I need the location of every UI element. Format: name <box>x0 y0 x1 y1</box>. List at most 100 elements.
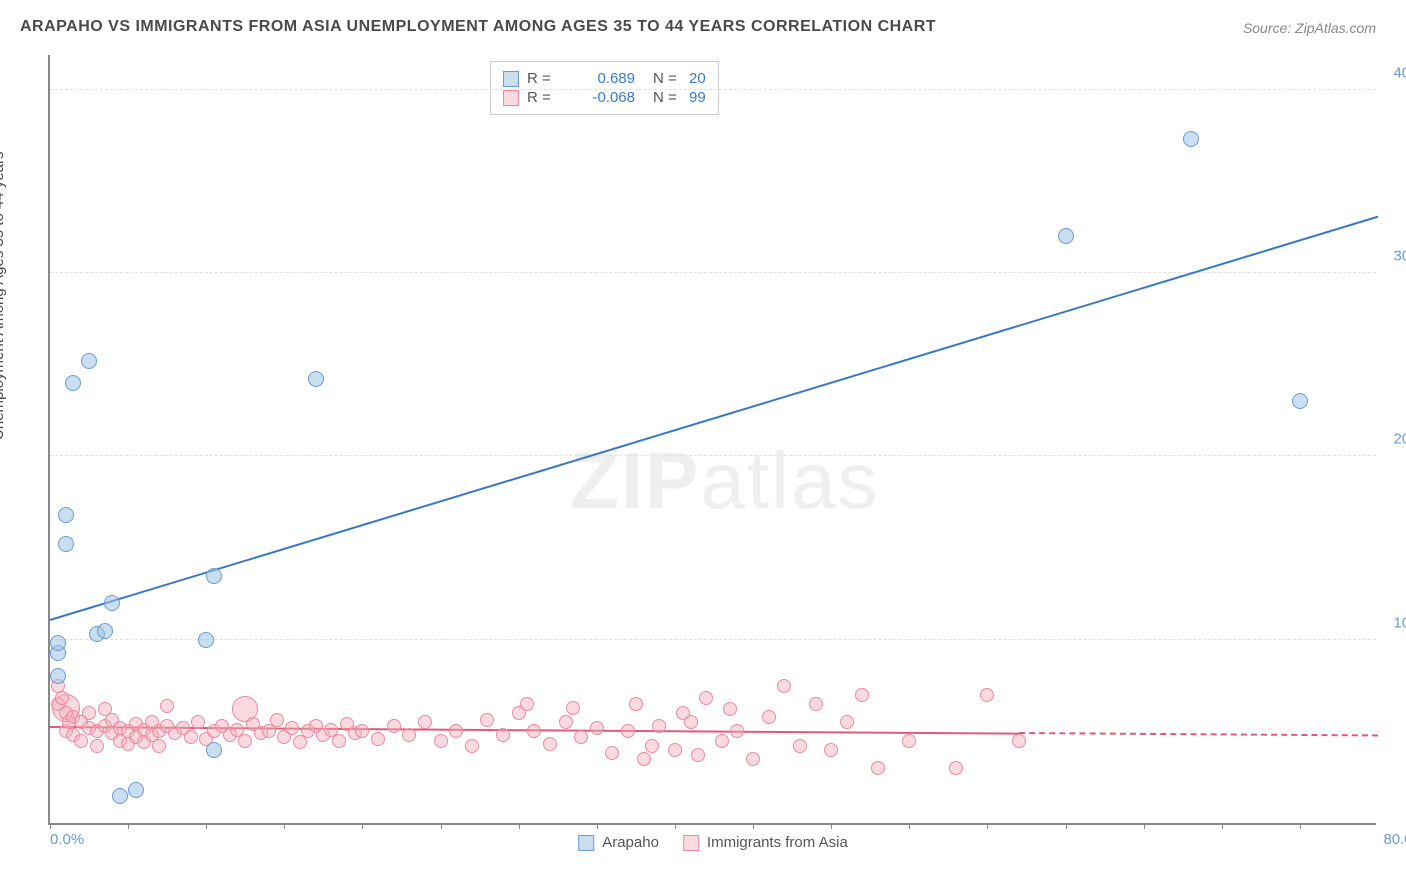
x-tick <box>1066 823 1067 829</box>
x-tick <box>1144 823 1145 829</box>
x-tick <box>675 823 676 829</box>
data-point <box>1183 131 1199 147</box>
data-point <box>332 734 346 748</box>
legend-item: Immigrants from Asia <box>683 834 848 851</box>
data-point <box>104 595 120 611</box>
data-point <box>434 734 448 748</box>
data-point <box>1012 734 1026 748</box>
data-point <box>55 691 69 705</box>
data-point <box>184 730 198 744</box>
x-tick <box>909 823 910 829</box>
x-tick <box>441 823 442 829</box>
data-point <box>777 679 791 693</box>
data-point <box>496 728 510 742</box>
data-point <box>980 688 994 702</box>
n-label: N = <box>653 70 681 87</box>
data-point <box>74 734 88 748</box>
data-point <box>206 742 222 758</box>
legend-swatch <box>683 835 699 851</box>
x-tick <box>128 823 129 829</box>
n-value: 99 <box>689 89 706 106</box>
y-tick-label: 10.0% <box>1393 614 1406 631</box>
x-tick <box>753 823 754 829</box>
series-legend: Arapaho Immigrants from Asia <box>578 834 848 851</box>
legend-swatch <box>578 835 594 851</box>
chart-title: ARAPAHO VS IMMIGRANTS FROM ASIA UNEMPLOY… <box>20 18 936 36</box>
gridline <box>50 272 1376 273</box>
legend-item: Arapaho <box>578 834 659 851</box>
data-point <box>152 739 166 753</box>
data-point <box>543 737 557 751</box>
source-attribution: Source: ZipAtlas.com <box>1243 20 1376 36</box>
data-point <box>1292 393 1308 409</box>
data-point <box>97 623 113 639</box>
data-point <box>418 715 432 729</box>
data-point <box>566 701 580 715</box>
y-axis-label: Unemployment Among Ages 35 to 44 years <box>0 151 7 440</box>
data-point <box>206 568 222 584</box>
data-point <box>50 668 66 684</box>
data-point <box>871 761 885 775</box>
data-point <box>605 746 619 760</box>
r-label: R = <box>527 70 557 87</box>
data-point <box>652 719 666 733</box>
data-point <box>824 743 838 757</box>
gridline <box>50 455 1376 456</box>
gridline <box>50 89 1376 90</box>
y-tick-label: 20.0% <box>1393 431 1406 448</box>
data-point <box>58 536 74 552</box>
n-value: 20 <box>689 70 706 87</box>
data-point <box>58 507 74 523</box>
data-point <box>402 728 416 742</box>
data-point <box>684 715 698 729</box>
data-point <box>668 743 682 757</box>
x-tick <box>519 823 520 829</box>
x-tick <box>831 823 832 829</box>
gridline <box>50 639 1376 640</box>
data-point <box>160 699 174 713</box>
data-point <box>191 715 205 729</box>
legend-row: R = 0.689 N = 20 <box>503 70 706 87</box>
x-tick <box>50 823 51 829</box>
x-tick <box>362 823 363 829</box>
data-point <box>590 721 604 735</box>
data-point <box>90 739 104 753</box>
data-point <box>715 734 729 748</box>
data-point <box>699 691 713 705</box>
data-point <box>308 371 324 387</box>
data-point <box>465 739 479 753</box>
data-point <box>574 730 588 744</box>
y-tick-label: 30.0% <box>1393 248 1406 265</box>
data-point <box>355 724 369 738</box>
data-point <box>81 353 97 369</box>
data-point <box>559 715 573 729</box>
data-point <box>198 632 214 648</box>
data-point <box>629 697 643 711</box>
legend-label: Arapaho <box>602 834 659 851</box>
trendline-arapaho <box>50 216 1379 621</box>
data-point <box>949 761 963 775</box>
data-point <box>238 734 252 748</box>
data-point <box>840 715 854 729</box>
legend-swatch <box>503 90 519 106</box>
data-point <box>270 713 284 727</box>
data-point <box>387 719 401 733</box>
r-value: 0.689 <box>565 70 635 87</box>
y-tick-label: 40.0% <box>1393 64 1406 81</box>
data-point <box>723 702 737 716</box>
data-point <box>902 734 916 748</box>
data-point <box>82 706 96 720</box>
data-point <box>50 635 66 651</box>
data-point <box>621 724 635 738</box>
data-point <box>480 713 494 727</box>
data-point <box>691 748 705 762</box>
scatter-chart: ZIPatlas R =0.689N =20R =-0.068N =99 Ara… <box>48 55 1376 825</box>
data-point <box>527 724 541 738</box>
data-point <box>65 375 81 391</box>
x-tick <box>284 823 285 829</box>
data-point <box>637 752 651 766</box>
trendline-dash <box>1019 732 1378 736</box>
legend-label: Immigrants from Asia <box>707 834 848 851</box>
data-point <box>449 724 463 738</box>
data-point <box>112 788 128 804</box>
